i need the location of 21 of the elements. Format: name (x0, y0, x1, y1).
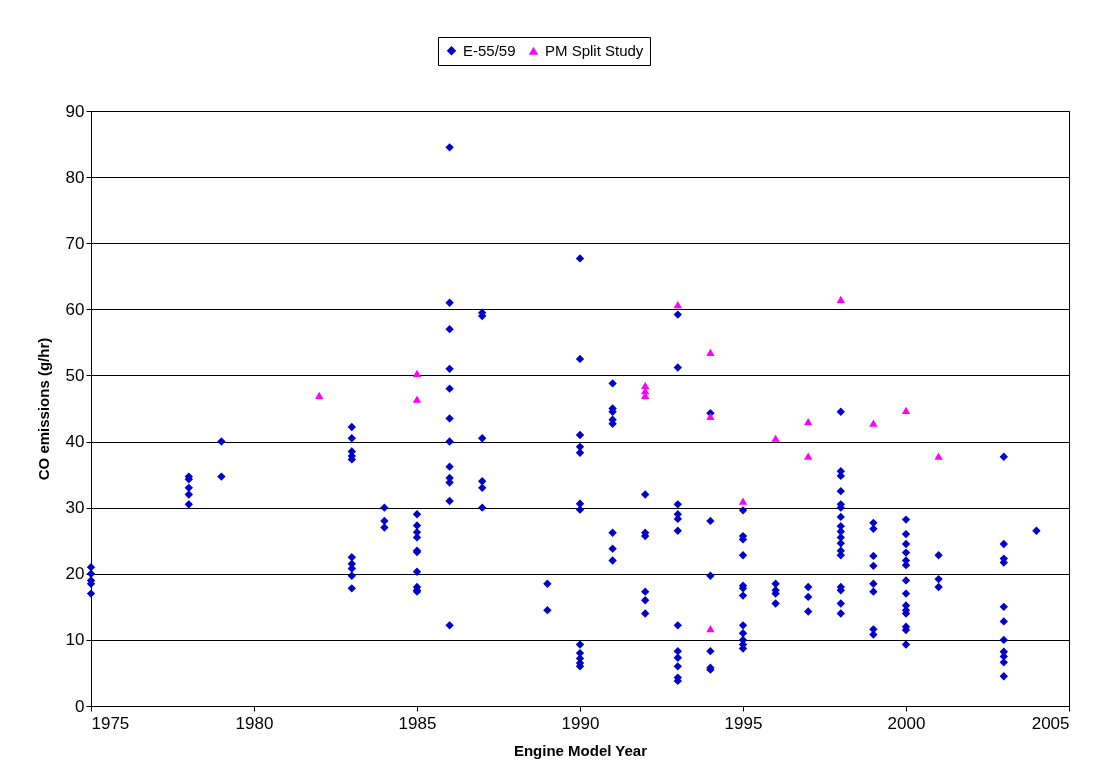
legend-label: E-55/59 (463, 41, 516, 59)
legend-label: PM Split Study (545, 41, 644, 59)
y-tick-label: 10 (65, 630, 85, 650)
y-tick-label: 40 (65, 432, 85, 452)
y-tick-label: 80 (65, 167, 85, 187)
y-tick-label: 50 (65, 365, 85, 385)
y-tick-label: 0 (75, 696, 85, 716)
y-tick-label: 60 (65, 299, 85, 319)
y-tick-label: 70 (65, 233, 85, 253)
x-tick-label: 1995 (724, 713, 763, 733)
x-tick-label: 1990 (561, 713, 600, 733)
x-tick-label: 2000 (887, 713, 926, 733)
y-axis-title: CO emissions (g/hr) (34, 337, 52, 481)
y-tick-label: 30 (65, 498, 85, 518)
y-tick-label: 90 (65, 101, 85, 121)
x-tick-label: 1975 (91, 713, 130, 733)
x-tick-label: 1980 (235, 713, 274, 733)
x-tick-label: 2005 (1031, 713, 1070, 733)
y-tick-label: 20 (65, 564, 85, 584)
x-tick-label: 1985 (398, 713, 437, 733)
x-axis-title: Engine Model Year (513, 741, 648, 759)
